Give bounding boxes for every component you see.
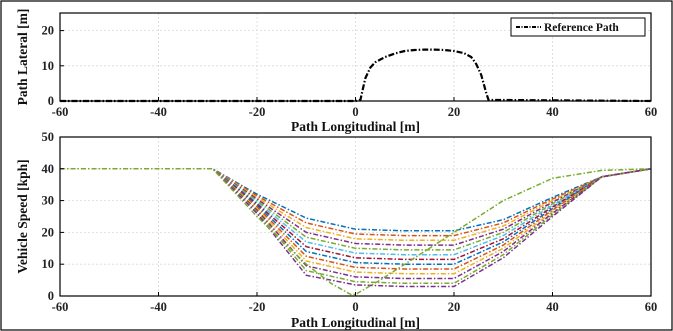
x-tick-label: 0 — [352, 300, 358, 314]
x-tick-label: 20 — [448, 105, 461, 119]
series-line — [60, 168, 652, 285]
series-line — [60, 168, 652, 232]
y-axis-label: Path Lateral [m] — [15, 9, 30, 106]
y-tick-label: 40 — [42, 162, 55, 176]
x-tick-label: 40 — [546, 300, 559, 314]
x-axis-label: Path Longitudinal [m] — [291, 315, 420, 330]
series-line — [60, 168, 652, 261]
path-lateral-panel: -60 -40 -20 0 20 40 60 0 10 20 Path Longitudinal [… — [15, 9, 657, 134]
legend-box — [510, 17, 646, 37]
x-tick-label: 40 — [546, 105, 559, 119]
x-tick-label: -20 — [249, 105, 266, 119]
series-line — [60, 168, 652, 270]
x-tick-label: 60 — [645, 300, 658, 314]
series-line — [60, 168, 652, 251]
series-line — [60, 168, 652, 265]
x-tick-label: -40 — [150, 105, 167, 119]
y-axis-label: Vehicle Speed [kph] — [15, 159, 30, 273]
y-tick-label: 10 — [42, 59, 55, 73]
y-tick-label: 20 — [42, 225, 55, 239]
y-tick-label: 10 — [42, 257, 55, 271]
x-tick-label: -60 — [52, 105, 69, 119]
x-tick-label: 60 — [645, 105, 658, 119]
series-line — [60, 168, 652, 288]
y-tick-label: 0 — [48, 289, 54, 303]
x-tick-label: -20 — [249, 300, 266, 314]
legend: Reference Path — [510, 17, 646, 37]
x-tick-label: 0 — [352, 105, 358, 119]
x-axis-label: Path Longitudinal [m] — [291, 119, 420, 134]
y-tick-label: 0 — [48, 94, 54, 108]
series-line — [60, 168, 652, 280]
y-tick-label: 30 — [42, 194, 55, 208]
series-line — [60, 48, 652, 103]
legend-entry: Reference Path — [544, 22, 619, 34]
series-line — [60, 168, 652, 296]
series-line — [60, 168, 652, 237]
series-line — [60, 168, 652, 256]
series-line — [60, 168, 652, 242]
x-tick-label: 20 — [448, 300, 461, 314]
y-tick-label: 50 — [42, 130, 55, 144]
x-tick-label: -60 — [52, 300, 69, 314]
vehicle-speed-panel: -60 -40 -20 0 20 40 60 0 10 20 30 40 50 Path Longitud… — [15, 130, 657, 330]
x-tick-label: -40 — [150, 300, 167, 314]
y-tick-label: 20 — [42, 24, 55, 38]
